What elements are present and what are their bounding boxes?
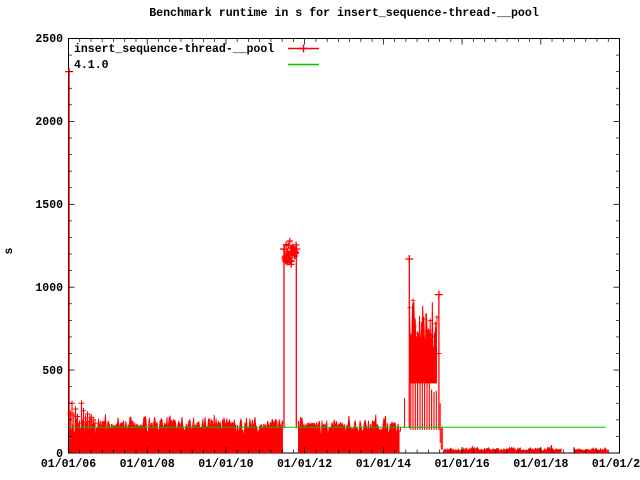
svg-text:01/01/06: 01/01/06 (41, 458, 96, 471)
svg-text:s: s (3, 247, 16, 254)
svg-text:insert_sequence-thread-__pool: insert_sequence-thread-__pool (74, 43, 274, 56)
svg-text:01/01/18: 01/01/18 (513, 458, 568, 471)
svg-text:2000: 2000 (35, 116, 63, 129)
svg-text:01/01/12: 01/01/12 (277, 458, 332, 471)
svg-text:500: 500 (42, 365, 63, 378)
svg-text:1500: 1500 (35, 199, 63, 212)
svg-text:01/01/14: 01/01/14 (356, 458, 411, 471)
svg-text:4.1.0: 4.1.0 (74, 59, 109, 72)
svg-text:Benchmark runtime in s for ins: Benchmark runtime in s for insert_sequen… (149, 7, 539, 20)
svg-text:2500: 2500 (35, 33, 63, 46)
svg-text:01/01/10: 01/01/10 (198, 458, 253, 471)
svg-text:01/01/08: 01/01/08 (120, 458, 175, 471)
svg-text:01/01/20: 01/01/20 (592, 458, 640, 471)
svg-text:01/01/16: 01/01/16 (434, 458, 489, 471)
svg-text:1000: 1000 (35, 282, 63, 295)
